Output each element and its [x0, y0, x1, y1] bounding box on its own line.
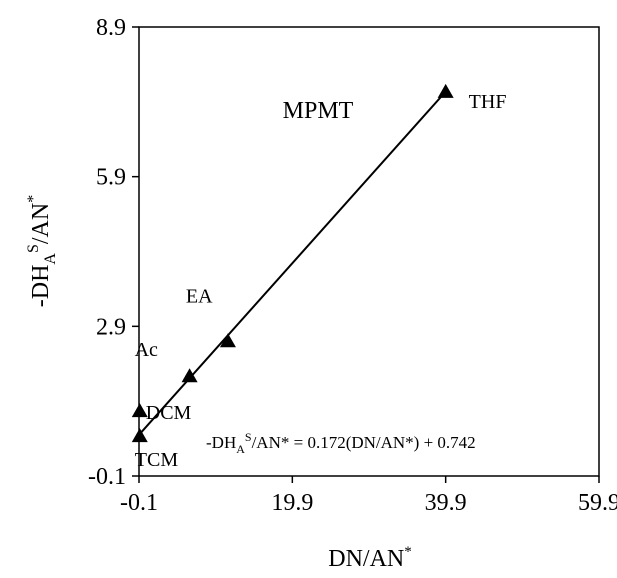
point-label: DCM [146, 402, 192, 424]
point-label: TCM [135, 449, 179, 471]
point-labels: TCM DCM Ac EA THF [135, 91, 507, 471]
point-label: Ac [135, 339, 158, 361]
x-tick-label: 59.9 [578, 490, 617, 516]
data-point-marker [131, 428, 148, 443]
data-point-marker [219, 333, 236, 348]
panel-label: MPMT [283, 98, 354, 124]
point-label: EA [186, 285, 213, 307]
y-tick-label: -0.1 [88, 464, 126, 490]
x-tick-label: 39.9 [425, 490, 467, 516]
y-tick-label: 5.9 [96, 165, 126, 191]
y-tick-label: 8.9 [96, 15, 126, 41]
point-label: THF [469, 91, 507, 113]
y-tick-label: 2.9 [96, 314, 126, 340]
data-point-marker [437, 83, 454, 98]
regression-line [138, 90, 447, 436]
y-axis-ticks: -0.1 2.9 5.9 8.9 [88, 15, 139, 490]
data-point-marker [131, 403, 148, 418]
x-tick-label: -0.1 [120, 490, 158, 516]
plot-frame [138, 26, 600, 477]
equation-annotation: -DHAS/AN* = 0.172(DN/AN*) + 0.742 [206, 430, 476, 456]
data-point-marker [181, 368, 198, 383]
x-axis-ticks: -0.1 19.9 39.9 59.9 [120, 476, 617, 516]
x-axis-title: DN/AN* [328, 544, 412, 572]
y-axis-title: -DHAS/AN* [25, 195, 59, 307]
data-points [131, 83, 454, 443]
x-tick-label: 19.9 [271, 490, 313, 516]
